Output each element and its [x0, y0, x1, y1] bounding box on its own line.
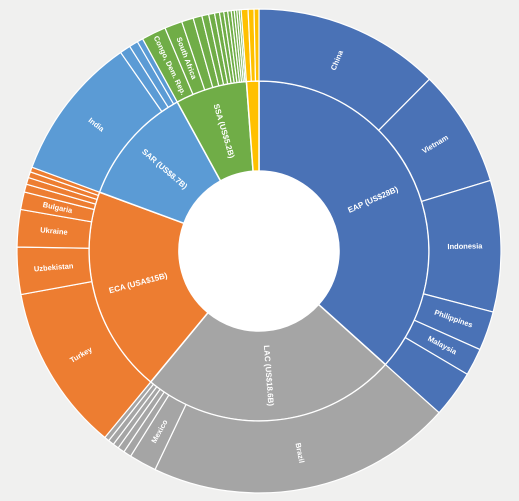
country-label-ukraine: Ukraine — [40, 225, 68, 237]
country-label-brazil: Brazil — [293, 442, 306, 464]
country-label-indonesia: Indonesia — [447, 241, 483, 251]
inner-ring — [88, 80, 430, 422]
center-hole — [179, 171, 339, 331]
region-label-lac: LAC (US$18.6B) — [262, 345, 276, 407]
country-slice-other-2 — [253, 8, 260, 82]
outer-ring — [16, 8, 502, 494]
country-label-uzbekistan: Uzbekistan — [34, 261, 75, 273]
